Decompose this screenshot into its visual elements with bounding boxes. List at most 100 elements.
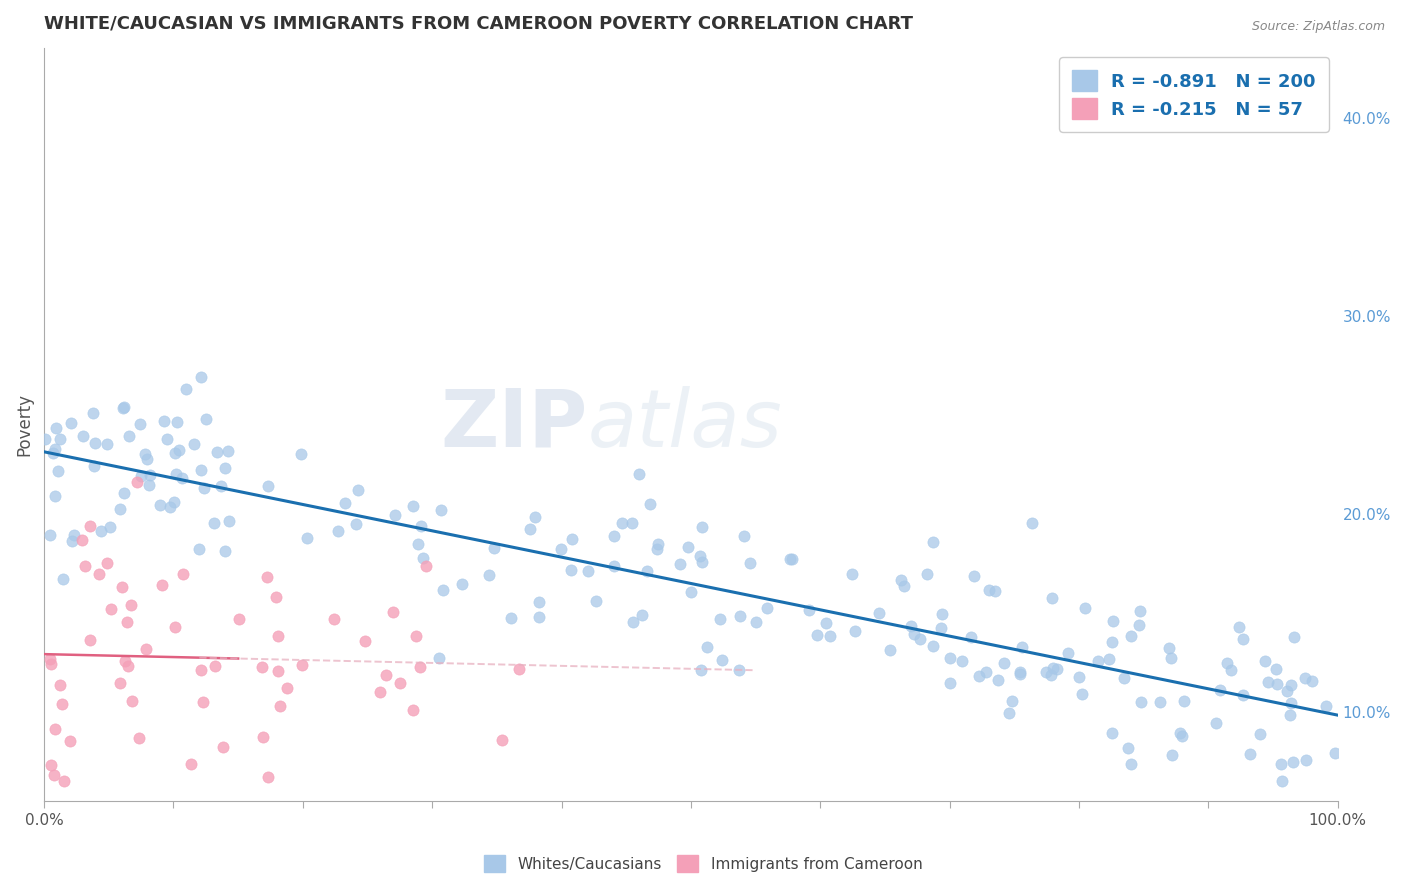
Legend: Whites/Caucasians, Immigrants from Cameroon: Whites/Caucasians, Immigrants from Camer… xyxy=(477,847,929,880)
Point xyxy=(1035,665,1057,679)
Point xyxy=(844,624,866,639)
Point xyxy=(44,768,66,782)
Point xyxy=(903,627,925,641)
Point xyxy=(121,694,143,708)
Point xyxy=(967,669,990,683)
Point xyxy=(108,676,131,690)
Point xyxy=(780,551,803,566)
Point xyxy=(1161,748,1184,763)
Point xyxy=(166,467,188,481)
Point xyxy=(190,463,212,477)
Point xyxy=(638,497,661,511)
Point xyxy=(139,467,162,482)
Point xyxy=(205,445,228,459)
Point xyxy=(879,643,901,657)
Point xyxy=(108,502,131,516)
Point xyxy=(83,436,105,450)
Point xyxy=(432,583,454,598)
Point xyxy=(49,432,72,446)
Point xyxy=(72,429,94,443)
Point xyxy=(269,698,291,713)
Point xyxy=(1011,640,1033,654)
Point xyxy=(169,443,191,458)
Point xyxy=(1216,656,1239,670)
Point xyxy=(136,451,159,466)
Point xyxy=(806,628,828,642)
Point xyxy=(1087,654,1109,668)
Point xyxy=(100,601,122,615)
Point xyxy=(527,595,550,609)
Point xyxy=(127,475,149,489)
Point xyxy=(689,549,711,564)
Point xyxy=(647,537,669,551)
Point xyxy=(202,516,225,530)
Point xyxy=(710,653,733,667)
Point xyxy=(44,442,66,456)
Point xyxy=(603,559,626,574)
Point xyxy=(129,468,152,483)
Point xyxy=(1170,726,1192,740)
Point xyxy=(1149,695,1171,709)
Point xyxy=(114,654,136,668)
Point xyxy=(191,695,214,709)
Point xyxy=(135,642,157,657)
Point xyxy=(335,495,357,509)
Point xyxy=(1295,753,1317,767)
Point xyxy=(112,401,135,416)
Point xyxy=(491,733,513,747)
Point xyxy=(52,572,75,586)
Point xyxy=(1315,699,1337,714)
Point xyxy=(1284,630,1306,644)
Point xyxy=(75,558,97,573)
Point xyxy=(696,640,718,654)
Point xyxy=(1275,683,1298,698)
Point xyxy=(1101,635,1123,649)
Point xyxy=(1239,747,1261,761)
Point xyxy=(214,461,236,475)
Point xyxy=(384,508,406,522)
Point xyxy=(939,650,962,665)
Point xyxy=(950,654,973,668)
Point xyxy=(508,662,530,676)
Point xyxy=(409,659,432,673)
Point xyxy=(738,556,761,570)
Point xyxy=(429,651,451,665)
Point xyxy=(1271,774,1294,789)
Point xyxy=(997,706,1019,720)
Point xyxy=(690,663,713,677)
Point xyxy=(96,556,118,570)
Point xyxy=(603,529,626,543)
Point xyxy=(1279,696,1302,710)
Point xyxy=(620,516,643,530)
Legend: R = -0.891   N = 200, R = -0.215   N = 57: R = -0.891 N = 200, R = -0.215 N = 57 xyxy=(1059,57,1329,132)
Point xyxy=(39,652,62,666)
Point xyxy=(83,458,105,473)
Point xyxy=(922,534,945,549)
Point xyxy=(621,615,644,630)
Point xyxy=(117,615,139,629)
Point xyxy=(1101,726,1123,740)
Point xyxy=(79,632,101,647)
Point xyxy=(983,584,1005,599)
Point xyxy=(869,607,891,621)
Point xyxy=(818,630,841,644)
Point xyxy=(890,574,912,588)
Point xyxy=(1021,516,1043,530)
Point xyxy=(993,657,1015,671)
Point xyxy=(1278,707,1301,722)
Point xyxy=(180,757,202,772)
Point xyxy=(256,770,278,784)
Point xyxy=(70,533,93,548)
Point xyxy=(118,429,141,443)
Point xyxy=(402,499,425,513)
Point xyxy=(63,527,86,541)
Point xyxy=(291,657,314,672)
Point xyxy=(841,567,863,582)
Point xyxy=(690,520,713,534)
Point xyxy=(1098,652,1121,666)
Point xyxy=(326,524,349,538)
Point xyxy=(733,529,755,543)
Text: WHITE/CAUCASIAN VS IMMIGRANTS FROM CAMEROON POVERTY CORRELATION CHART: WHITE/CAUCASIAN VS IMMIGRANTS FROM CAMER… xyxy=(44,15,912,33)
Point xyxy=(1040,591,1063,606)
Point xyxy=(96,437,118,451)
